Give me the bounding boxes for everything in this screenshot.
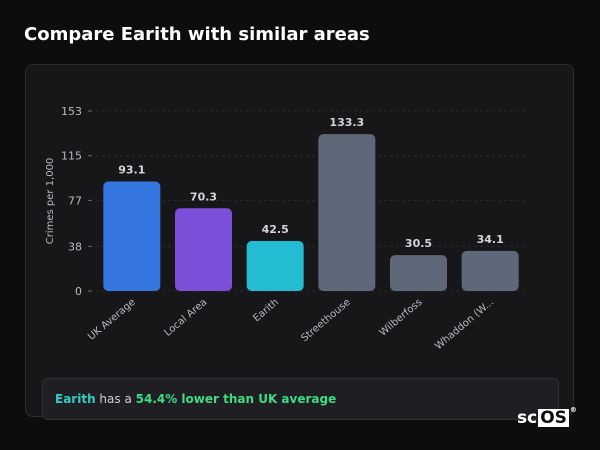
x-tick-label: Whaddon (W... <box>433 297 496 352</box>
summary-banner: Earith has a 54.4% lower than UK average <box>42 378 559 420</box>
x-tick-label: UK Average <box>86 297 138 343</box>
bar-chart: 0 38 77 115 153 Crimes per 1,000 93.1 UK Averag… <box>45 105 526 352</box>
y-tick-label: 115 <box>61 150 82 163</box>
bar <box>103 181 161 291</box>
y-tick-label: 38 <box>68 240 82 253</box>
logo-os: OS <box>538 408 569 428</box>
logo-registered: ® <box>569 406 577 414</box>
y-tick-label: 153 <box>61 105 82 118</box>
x-tick-label: Earith <box>251 297 281 324</box>
logo-sc: sc <box>517 408 538 428</box>
bar-value-label: 133.3 <box>329 116 364 129</box>
bar <box>461 250 519 291</box>
bar <box>175 208 232 291</box>
chart-card: 0 38 77 115 153 Crimes per 1,000 93.1 UK Averag… <box>25 64 574 420</box>
x-tick-label: Streethouse <box>299 297 352 344</box>
bar-value-label: 42.5 <box>262 223 289 236</box>
page-title: Compare Earith with similar areas <box>24 24 370 45</box>
bar <box>246 241 304 291</box>
bar <box>318 134 376 291</box>
summary-connector: has a <box>95 392 136 406</box>
bar-value-label: 34.1 <box>477 233 504 246</box>
bar-value-label: 30.5 <box>405 237 432 250</box>
summary-stat: 54.4% lower than UK average <box>135 392 337 406</box>
y-tick-label: 0 <box>75 285 82 298</box>
bar-value-label: 93.1 <box>118 163 145 176</box>
bar <box>390 255 447 291</box>
bar-value-label: 70.3 <box>190 190 217 203</box>
y-axis-label: Crimes per 1,000 <box>45 158 56 245</box>
y-tick-label: 77 <box>68 194 82 207</box>
x-tick-label: Wilberfoss <box>378 297 425 339</box>
summary-area-name: Earith <box>55 392 96 406</box>
x-tick-label: Local Area <box>162 297 209 339</box>
scos-logo: sc OS ® <box>517 406 577 428</box>
